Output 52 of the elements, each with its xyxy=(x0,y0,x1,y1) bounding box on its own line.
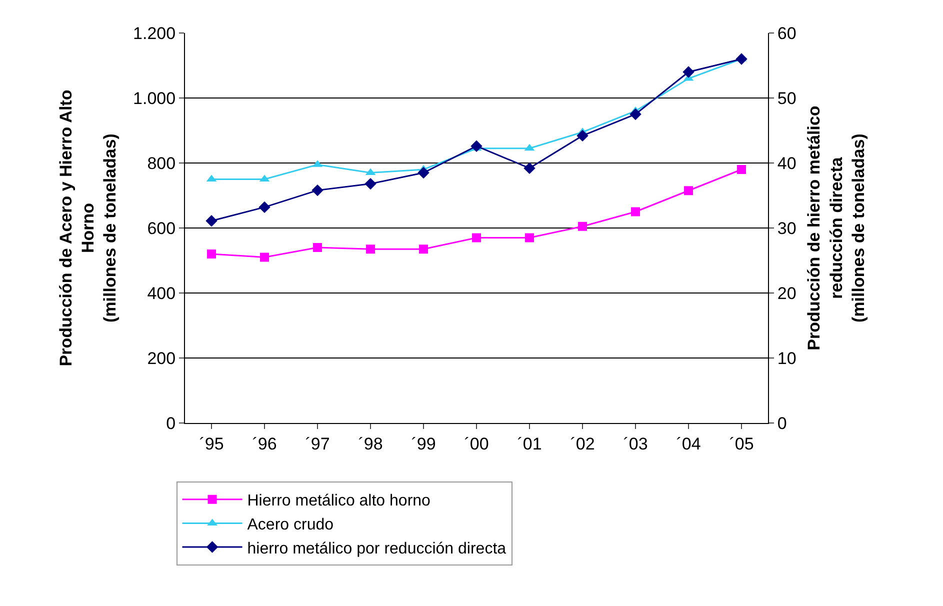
x-tick-label: ´97 xyxy=(305,434,330,454)
point xyxy=(364,178,376,190)
point xyxy=(419,244,428,254)
y-tick-label: 1.000 xyxy=(133,88,176,108)
point xyxy=(366,244,375,254)
point xyxy=(525,233,534,242)
y2-axis-title: Producción de hierro metálico reducción directa (millones de toneladas) xyxy=(804,106,868,350)
point xyxy=(631,207,640,216)
point xyxy=(578,222,587,231)
point xyxy=(630,108,642,120)
point xyxy=(736,53,748,65)
y-tick-label: 1.200 xyxy=(133,24,176,43)
x-tick-label: ´02 xyxy=(570,434,595,454)
point xyxy=(576,130,588,142)
y-tick-label: 400 xyxy=(147,284,176,303)
x-tick-label: ´95 xyxy=(199,434,224,454)
point xyxy=(312,184,324,196)
y2-tick-label: 30 xyxy=(777,218,796,238)
legend-label: Hierro metálico alto horno xyxy=(247,492,431,510)
y2-tick-label: 60 xyxy=(777,24,796,43)
x-tick-label: ´03 xyxy=(623,434,648,454)
legend-label: Acero crudo xyxy=(247,516,334,534)
point xyxy=(470,140,482,152)
y-tick-label: 200 xyxy=(147,348,176,368)
x-tick-label: ´05 xyxy=(729,434,754,454)
x-tick-label: ´98 xyxy=(358,434,383,454)
y-axis-title: Producción de Acero y Hierro Alto Horno (millones de toneladas) xyxy=(56,90,120,366)
point xyxy=(472,233,481,242)
x-tick-label: ´96 xyxy=(252,434,277,454)
y-tick-label: 800 xyxy=(147,154,176,173)
point xyxy=(260,252,269,262)
point xyxy=(737,165,746,174)
x-tick-label: ´99 xyxy=(411,434,436,454)
y2-tick-label: 20 xyxy=(777,284,796,303)
point xyxy=(418,166,430,179)
y2-tick-label: 40 xyxy=(777,154,796,173)
y2-tick-label: 0 xyxy=(777,414,787,433)
x-tick-label: ´04 xyxy=(676,434,701,454)
point xyxy=(206,215,218,227)
y-tick-label: 0 xyxy=(166,414,176,433)
point xyxy=(682,66,694,78)
y2-tick-label: 50 xyxy=(777,88,796,108)
y2-tick-label: 10 xyxy=(777,348,796,368)
point xyxy=(313,243,322,252)
point xyxy=(207,250,216,258)
point xyxy=(524,162,536,174)
x-tick-label: ´01 xyxy=(517,434,542,454)
legend-label: hierro metálico por reducción directa xyxy=(247,540,506,558)
x-tick-label: ´00 xyxy=(464,434,489,454)
point xyxy=(684,186,693,196)
point xyxy=(258,201,270,214)
y-tick-label: 600 xyxy=(147,218,176,238)
